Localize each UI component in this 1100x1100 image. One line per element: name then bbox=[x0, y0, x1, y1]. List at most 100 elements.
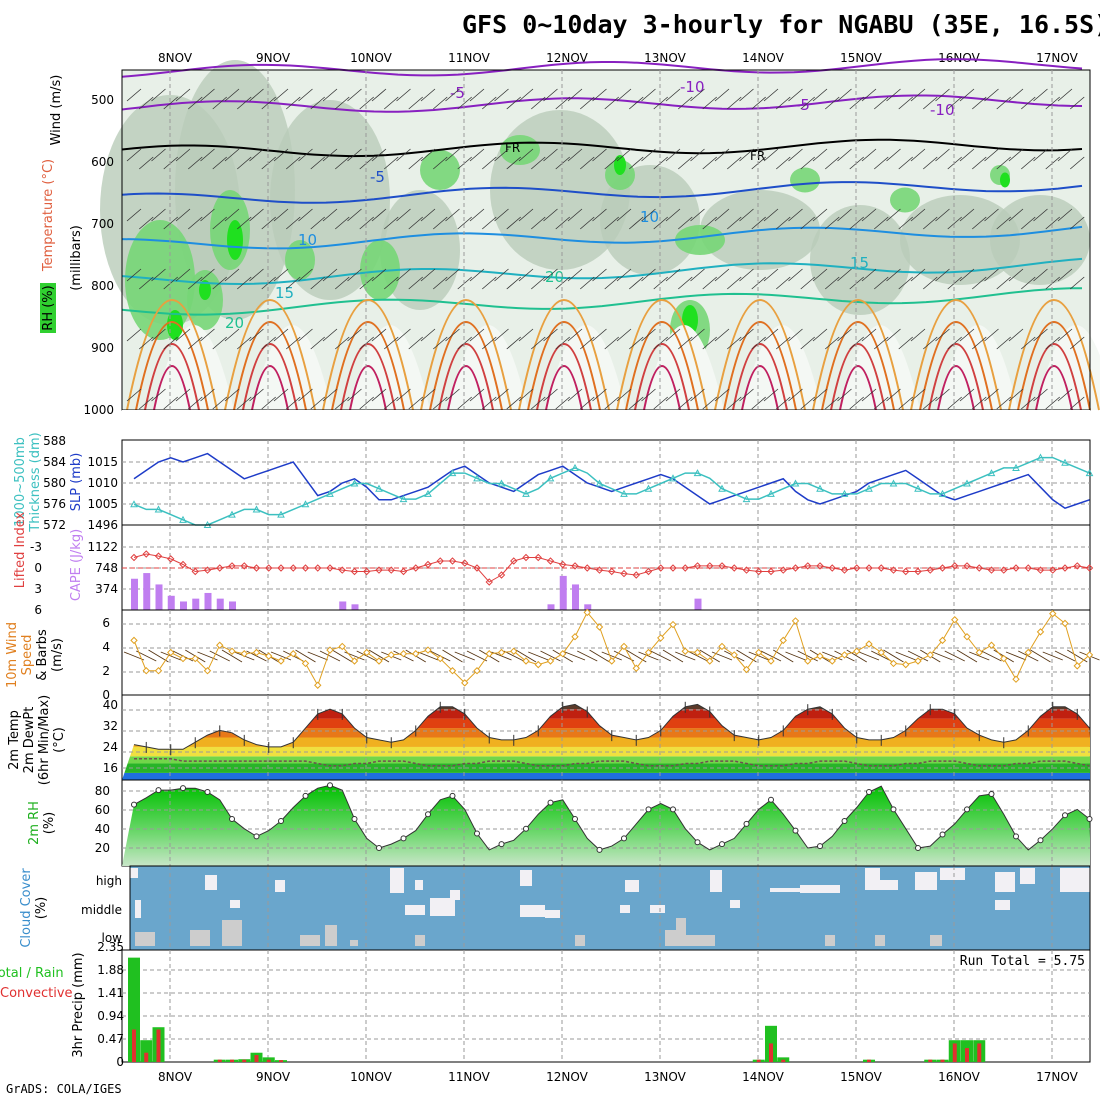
li-point bbox=[608, 567, 616, 576]
wind-barb bbox=[347, 388, 362, 402]
li-point bbox=[828, 564, 836, 572]
rh-point bbox=[645, 806, 652, 813]
thickness-point bbox=[350, 479, 359, 487]
wind-barb bbox=[1033, 88, 1048, 102]
rh-point bbox=[498, 841, 505, 848]
contour-label: 15 bbox=[275, 284, 294, 302]
wind-barb bbox=[910, 208, 926, 222]
cloud-clear-high bbox=[390, 868, 404, 893]
wind-barb bbox=[935, 388, 950, 402]
wind-barb bbox=[347, 148, 362, 162]
wind-barb bbox=[518, 88, 534, 102]
wind-barb bbox=[739, 388, 754, 402]
wind-barb bbox=[788, 328, 803, 342]
wind-barb bbox=[555, 396, 571, 410]
cloud-low-gap bbox=[222, 920, 242, 946]
wind-hgrid bbox=[122, 623, 1090, 673]
wind-barb bbox=[763, 148, 779, 162]
wind-barb bbox=[273, 148, 289, 162]
wind-barb bbox=[163, 276, 179, 290]
wind-speed-point bbox=[534, 660, 542, 669]
wind-barb bbox=[126, 268, 142, 282]
wind-barb bbox=[494, 208, 509, 222]
wind-barb bbox=[910, 328, 926, 342]
wind-barb bbox=[481, 396, 497, 410]
wind-speed-point bbox=[522, 657, 530, 665]
wind-barb bbox=[334, 276, 350, 290]
wind-barb bbox=[209, 650, 230, 662]
wind-barb bbox=[138, 336, 154, 350]
wind-barb bbox=[910, 148, 926, 162]
wind-barb bbox=[481, 156, 497, 170]
cloud-clear-high bbox=[275, 880, 285, 892]
wind-barb bbox=[175, 268, 191, 282]
wind-barb bbox=[383, 156, 399, 170]
cloud-clear-high bbox=[995, 872, 1015, 892]
wind-barb bbox=[126, 388, 142, 402]
wind-barb bbox=[1069, 216, 1085, 230]
thickness-point bbox=[375, 484, 383, 492]
wind-speed-point bbox=[644, 648, 653, 657]
wind-barb bbox=[236, 276, 252, 290]
wind-barb bbox=[457, 96, 473, 110]
wind-speed-point bbox=[485, 650, 493, 658]
li-point bbox=[142, 550, 150, 558]
wind-barb bbox=[604, 96, 620, 110]
wind-barb bbox=[873, 156, 889, 170]
li-point bbox=[706, 562, 714, 570]
wind-barb bbox=[812, 88, 828, 102]
cloud-low-gap bbox=[350, 940, 358, 946]
wind-barb bbox=[212, 96, 228, 110]
surface-isotherm bbox=[126, 299, 218, 411]
temp-band bbox=[122, 772, 1090, 780]
li-point bbox=[252, 564, 261, 572]
wind-barb bbox=[1005, 651, 1027, 661]
li-point bbox=[363, 567, 371, 576]
wind-speed-point bbox=[559, 650, 567, 658]
precip-labels: Total / Rain Convective bbox=[0, 966, 73, 1001]
precip-total-bar bbox=[140, 1040, 153, 1062]
wind-barb bbox=[1069, 276, 1085, 290]
wind-barb bbox=[1057, 388, 1073, 402]
wind-barb bbox=[971, 96, 987, 110]
cloud-low-gap bbox=[415, 935, 425, 946]
wind-barb bbox=[445, 208, 460, 222]
li-point bbox=[914, 567, 922, 576]
wind-speed-point bbox=[840, 651, 849, 659]
wind-barb bbox=[417, 651, 439, 661]
wind-speed-point bbox=[424, 646, 432, 654]
wind-barb bbox=[579, 96, 595, 110]
wind-barb bbox=[298, 328, 313, 342]
dry-column bbox=[938, 325, 1018, 410]
wind-barb bbox=[971, 336, 987, 350]
thickness-point bbox=[791, 479, 800, 487]
wind-barb bbox=[628, 396, 644, 410]
wind-barb bbox=[212, 276, 228, 290]
date-label-bottom: 15NOV bbox=[840, 1070, 882, 1084]
wind-barb bbox=[996, 216, 1012, 230]
cape-bar bbox=[572, 584, 579, 610]
wind-barb bbox=[616, 148, 632, 162]
wind-barb bbox=[690, 88, 705, 102]
wind-barb bbox=[641, 208, 656, 222]
rh-moist-area bbox=[175, 60, 295, 320]
wind-speed-point bbox=[657, 634, 665, 642]
cloud-clear-high bbox=[915, 872, 937, 890]
wind-barb bbox=[530, 336, 546, 350]
wind-barb bbox=[1020, 156, 1036, 170]
wind-barb bbox=[383, 336, 399, 350]
wind-barb bbox=[1030, 649, 1051, 663]
surface-isotherm bbox=[233, 321, 307, 411]
wind-barb bbox=[739, 268, 754, 282]
wind-barb bbox=[136, 650, 157, 662]
wind-barb bbox=[763, 388, 779, 402]
thickness-point bbox=[497, 479, 506, 487]
li-point bbox=[301, 564, 310, 572]
wind-barb bbox=[273, 88, 289, 102]
wind-barb bbox=[763, 208, 779, 222]
wind-speed-point bbox=[1073, 662, 1081, 670]
date-label-top: 13NOV bbox=[644, 51, 686, 65]
rh-point bbox=[131, 801, 137, 808]
rh-point bbox=[547, 799, 554, 806]
wind-barb bbox=[151, 88, 166, 102]
